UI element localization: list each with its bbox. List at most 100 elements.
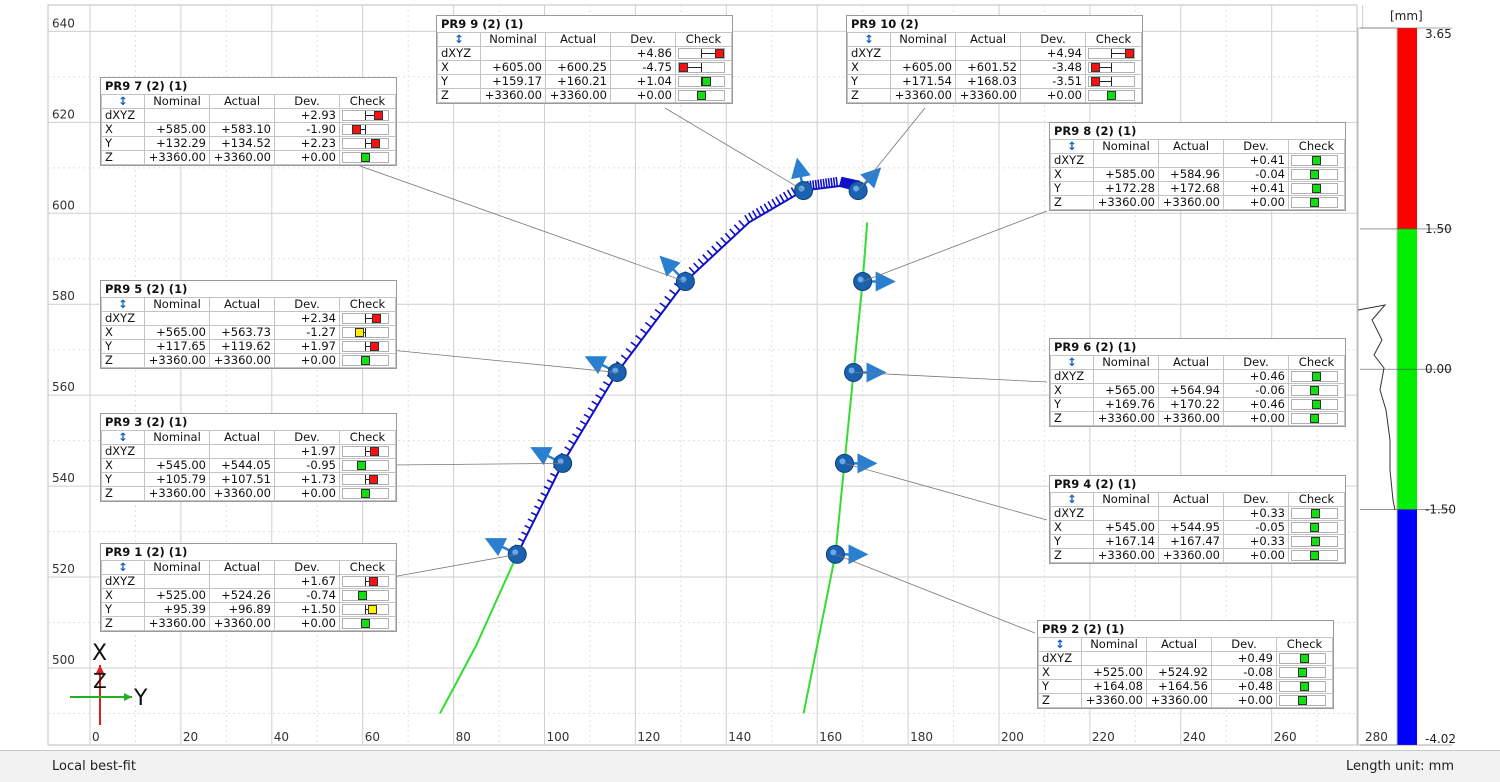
deviation-hatch xyxy=(759,205,766,214)
deviation-check-bar xyxy=(678,48,725,59)
table-row: Z +3360.00 +3360.00 +0.00 xyxy=(1050,195,1345,210)
table-row: X +525.00 +524.26 -0.74 xyxy=(101,588,396,603)
leader-line xyxy=(853,372,1048,383)
status-marker xyxy=(1310,551,1319,560)
deviation-hatch xyxy=(706,249,714,257)
check-indicator-cell xyxy=(1288,506,1345,521)
deviation-bar-line xyxy=(1111,53,1129,54)
table-cell: +1.50 xyxy=(274,602,340,617)
y-axis-label: Y xyxy=(133,686,148,711)
table-header: Check xyxy=(1288,139,1345,154)
deviation-bar-origin xyxy=(365,605,366,614)
y-tick-label: 560 xyxy=(52,380,75,394)
x-tick-label: 200 xyxy=(1001,730,1024,744)
status-marker xyxy=(1311,509,1321,518)
table-row: Z +3360.00 +3360.00 +0.00 xyxy=(437,88,732,103)
row-label: dXYZ xyxy=(101,444,145,459)
deviation-hatch xyxy=(537,498,544,504)
deviation-check-bar xyxy=(1088,90,1135,101)
deviation-hatch xyxy=(693,262,700,270)
table-cell: +525.00 xyxy=(1081,665,1147,680)
check-indicator-cell xyxy=(339,486,396,501)
deviation-hatch xyxy=(733,224,741,232)
status-marker xyxy=(1310,198,1319,207)
deviation-hatch xyxy=(527,518,534,523)
deviation-hatch xyxy=(775,196,781,205)
table-row: Z +3360.00 +3360.00 +0.00 xyxy=(847,88,1142,103)
table-cell: +0.00 xyxy=(1223,411,1289,426)
colorbar-unit: [mm] xyxy=(1390,9,1423,23)
table-cell: -0.95 xyxy=(274,458,340,473)
row-label: Y xyxy=(437,74,481,89)
table-row: Z +3360.00 +3360.00 +0.00 xyxy=(101,616,396,631)
deviation-hatch xyxy=(625,347,633,354)
table-header: Actual xyxy=(1158,355,1224,370)
table-header: Nominal xyxy=(144,560,210,575)
table-cell: +167.14 xyxy=(1093,534,1159,549)
x-tick-label: 40 xyxy=(274,730,289,744)
deviation-hatch xyxy=(649,315,657,322)
status-marker xyxy=(1309,386,1319,395)
deviation-hatch xyxy=(543,485,551,491)
deviation-hatch xyxy=(812,180,815,190)
deviation-hatch xyxy=(835,176,839,187)
table-cell xyxy=(480,46,546,61)
table-header: Nominal xyxy=(144,297,210,312)
z-axis-label: Z xyxy=(93,669,107,693)
deviation-hatch xyxy=(568,439,575,445)
status-marker xyxy=(1297,668,1307,677)
deviation-check-bar xyxy=(1291,169,1338,180)
deviation-hatch xyxy=(827,178,831,188)
table-header: Actual xyxy=(1146,637,1212,652)
table-row: Y +167.14 +167.47 +0.33 xyxy=(1050,534,1345,549)
row-label: dXYZ xyxy=(1038,651,1082,666)
row-label: Y xyxy=(1038,679,1082,694)
status-marker xyxy=(357,591,367,600)
row-label: Z xyxy=(101,353,145,368)
table-row: Y +164.08 +164.56 +0.48 xyxy=(1038,679,1333,694)
table-header: Check xyxy=(339,430,396,445)
table-row: dXYZ +1.67 xyxy=(101,574,396,589)
status-marker xyxy=(1091,63,1101,72)
status-marker xyxy=(361,619,370,628)
table-cell: +564.94 xyxy=(1158,383,1224,398)
status-marker xyxy=(1298,696,1307,705)
table-header: Actual xyxy=(209,430,275,445)
deviation-hatch xyxy=(840,176,845,187)
deviation-bar-origin xyxy=(701,77,702,86)
table-cell: +1.97 xyxy=(274,339,340,354)
table-cell: +105.79 xyxy=(144,472,210,487)
table-cell: +3360.00 xyxy=(1158,548,1224,563)
row-label: Z xyxy=(847,88,891,103)
table-cell: +0.46 xyxy=(1223,397,1289,412)
row-label: Y xyxy=(1050,397,1094,412)
deviation-hatch xyxy=(832,177,836,187)
deviation-bar-line xyxy=(701,53,719,54)
deviation-hatch xyxy=(517,537,525,543)
deviation-check-bar xyxy=(342,618,389,629)
table-header: Actual xyxy=(545,32,611,47)
table-header: Dev. xyxy=(1223,492,1289,507)
table-cell xyxy=(144,444,210,459)
status-marker xyxy=(368,577,378,586)
x-tick-label: 100 xyxy=(547,730,570,744)
deviation-hatch xyxy=(540,492,547,497)
table-cell: +164.56 xyxy=(1146,679,1212,694)
deviation-table: PR9 10 (2) ↕ Nominal Actual Dev. Check dXYZ +4.… xyxy=(846,15,1143,104)
row-label: Z xyxy=(437,88,481,103)
table-cell: +171.54 xyxy=(890,74,956,89)
deviation-check-bar xyxy=(1088,48,1135,59)
table-cell: +3360.00 xyxy=(955,88,1021,103)
table-header: Actual xyxy=(209,94,275,109)
table-cell: +3360.00 xyxy=(1158,195,1224,210)
leader-line xyxy=(857,107,926,191)
colorbar-label: -1.50 xyxy=(1425,502,1456,516)
check-indicator-cell xyxy=(339,150,396,165)
check-indicator-cell xyxy=(339,588,396,603)
deviation-check-bar xyxy=(1279,681,1326,692)
deviation-hatch xyxy=(845,178,850,188)
row-label: Z xyxy=(1050,195,1094,210)
deviation-check-bar xyxy=(342,341,389,352)
deviation-check-bar xyxy=(1279,667,1326,678)
status-marker xyxy=(1107,91,1116,100)
